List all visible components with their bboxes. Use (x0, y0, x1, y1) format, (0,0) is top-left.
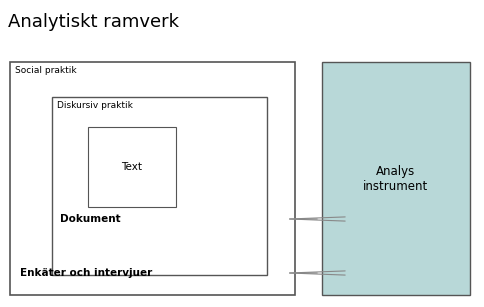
Text: Enkäter och intervjuer: Enkäter och intervjuer (20, 268, 152, 278)
Text: Analys
instrument: Analys instrument (363, 165, 429, 192)
Bar (10, 62, 295, 295)
Bar (322, 62, 470, 295)
Text: Dokument: Dokument (60, 214, 121, 224)
Bar (52, 97, 267, 275)
Text: Diskursiv praktik: Diskursiv praktik (57, 101, 133, 110)
Text: Text: Text (121, 162, 142, 172)
Bar (88, 127, 176, 207)
Text: Analytiskt ramverk: Analytiskt ramverk (8, 13, 179, 31)
Text: Social praktik: Social praktik (15, 66, 76, 75)
